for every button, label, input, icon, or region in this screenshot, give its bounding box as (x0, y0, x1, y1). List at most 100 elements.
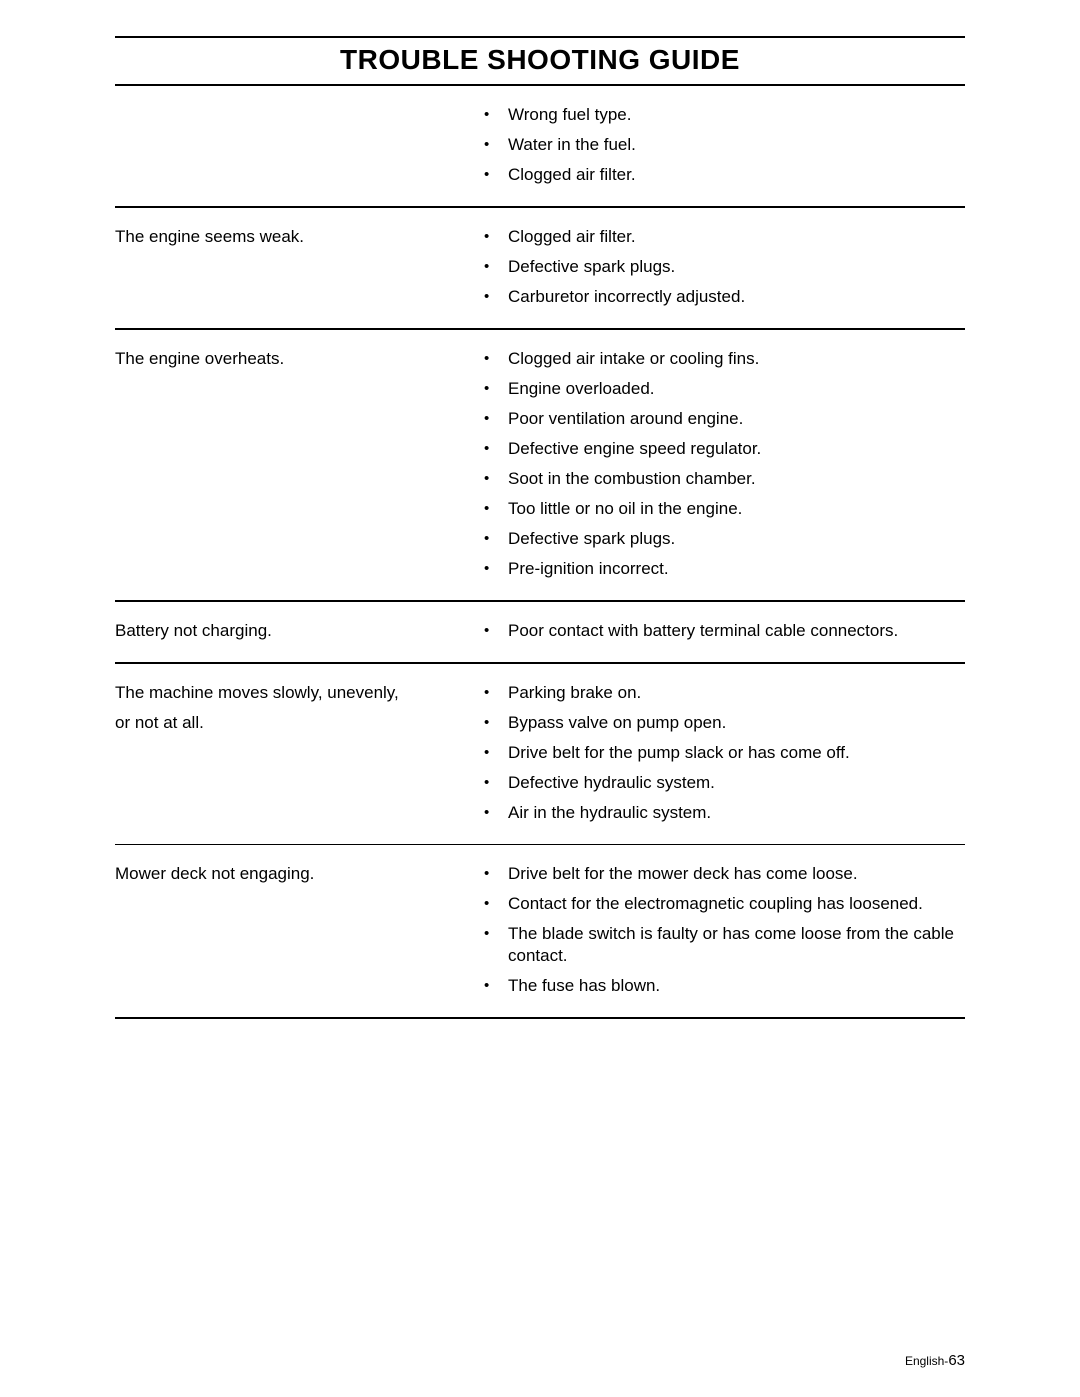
cause-text: Defective spark plugs. (508, 528, 965, 550)
problem-text: The engine overheats. (115, 344, 470, 374)
problem-text: The engine seems weak. (115, 222, 470, 252)
bullet-icon: • (480, 682, 508, 704)
bullet-icon: • (480, 772, 508, 794)
cause-text: Clogged air intake or cooling fins. (508, 348, 965, 370)
cause-item: •Clogged air intake or cooling fins. (480, 344, 965, 374)
table-row: Battery not charging. •Poor contact with … (115, 602, 965, 662)
problem-text: or not at all. (115, 708, 470, 738)
cause-item: •Defective spark plugs. (480, 524, 965, 554)
cause-text: Air in the hydraulic system. (508, 802, 965, 824)
problem-cell: The machine moves slowly, unevenly,or no… (115, 678, 480, 828)
cause-item: •Poor ventilation around engine. (480, 404, 965, 434)
causes-cell: •Drive belt for the mower deck has come … (480, 859, 965, 1001)
footer-label: English- (905, 1354, 948, 1368)
page-footer: English-63 (905, 1352, 965, 1369)
problem-text: Mower deck not engaging. (115, 859, 470, 889)
cause-text: Defective spark plugs. (508, 256, 965, 278)
bullet-icon: • (480, 378, 508, 400)
bullet-icon: • (480, 164, 508, 186)
cause-text: Clogged air filter. (508, 164, 965, 186)
bullet-icon: • (480, 923, 508, 945)
bullet-icon: • (480, 712, 508, 734)
cause-text: Parking brake on. (508, 682, 965, 704)
cause-text: Poor contact with battery terminal cable… (508, 620, 965, 642)
bullet-icon: • (480, 863, 508, 885)
cause-item: •Clogged air filter. (480, 222, 965, 252)
cause-item: •Bypass valve on pump open. (480, 708, 965, 738)
bullet-icon: • (480, 742, 508, 764)
cause-text: Clogged air filter. (508, 226, 965, 248)
bullet-icon: • (480, 286, 508, 308)
cause-item: •Clogged air filter. (480, 160, 965, 190)
cause-item: •Defective hydraulic system. (480, 768, 965, 798)
cause-text: Engine overloaded. (508, 378, 965, 400)
causes-cell: •Clogged air intake or cooling fins.•Eng… (480, 344, 965, 584)
cause-text: The fuse has blown. (508, 975, 965, 997)
cause-item: •Contact for the electromagnetic couplin… (480, 889, 965, 919)
cause-item: •Soot in the combustion chamber. (480, 464, 965, 494)
bullet-icon: • (480, 975, 508, 997)
causes-cell: •Wrong fuel type.•Water in the fuel.•Clo… (480, 100, 965, 190)
cause-item: •The fuse has blown. (480, 971, 965, 1001)
table-row: •Wrong fuel type.•Water in the fuel.•Clo… (115, 86, 965, 206)
bullet-icon: • (480, 226, 508, 248)
cause-item: •Water in the fuel. (480, 130, 965, 160)
causes-cell: •Parking brake on.•Bypass valve on pump … (480, 678, 965, 828)
cause-text: Wrong fuel type. (508, 104, 965, 126)
problem-text: Battery not charging. (115, 616, 470, 646)
causes-cell: •Clogged air filter.•Defective spark plu… (480, 222, 965, 312)
table-row: The engine seems weak.•Clogged air filte… (115, 208, 965, 328)
title-block: TROUBLE SHOOTING GUIDE (115, 36, 965, 86)
row-separator (115, 1017, 965, 1019)
table-row: The engine overheats.•Clogged air intake… (115, 330, 965, 600)
cause-item: •Drive belt for the mower deck has come … (480, 859, 965, 889)
bullet-icon: • (480, 528, 508, 550)
cause-item: •Too little or no oil in the engine. (480, 494, 965, 524)
cause-text: Drive belt for the pump slack or has com… (508, 742, 965, 764)
cause-text: Carburetor incorrectly adjusted. (508, 286, 965, 308)
bullet-icon: • (480, 256, 508, 278)
cause-item: •Air in the hydraulic system. (480, 798, 965, 828)
cause-text: The blade switch is faulty or has come l… (508, 923, 965, 967)
cause-text: Contact for the electromagnetic coupling… (508, 893, 965, 915)
cause-item: •Engine overloaded. (480, 374, 965, 404)
bullet-icon: • (480, 438, 508, 460)
cause-item: •The blade switch is faulty or has come … (480, 919, 965, 971)
problem-cell: Battery not charging. (115, 616, 480, 646)
table-row: The machine moves slowly, unevenly,or no… (115, 664, 965, 844)
cause-item: •Carburetor incorrectly adjusted. (480, 282, 965, 312)
bullet-icon: • (480, 802, 508, 824)
cause-text: Pre-ignition incorrect. (508, 558, 965, 580)
bullet-icon: • (480, 134, 508, 156)
cause-text: Bypass valve on pump open. (508, 712, 965, 734)
cause-item: •Drive belt for the pump slack or has co… (480, 738, 965, 768)
problem-text: The machine moves slowly, unevenly, (115, 678, 470, 708)
cause-item: •Defective spark plugs. (480, 252, 965, 282)
problem-cell: The engine seems weak. (115, 222, 480, 312)
problem-cell: Mower deck not engaging. (115, 859, 480, 1001)
bullet-icon: • (480, 408, 508, 430)
page-title: TROUBLE SHOOTING GUIDE (340, 44, 740, 75)
troubleshoot-table: •Wrong fuel type.•Water in the fuel.•Clo… (115, 86, 965, 1019)
cause-item: •Poor contact with battery terminal cabl… (480, 616, 965, 646)
cause-text: Defective hydraulic system. (508, 772, 965, 794)
bullet-icon: • (480, 558, 508, 580)
bullet-icon: • (480, 620, 508, 642)
bullet-icon: • (480, 893, 508, 915)
cause-text: Defective engine speed regulator. (508, 438, 965, 460)
page: TROUBLE SHOOTING GUIDE •Wrong fuel type.… (0, 0, 1080, 1397)
bullet-icon: • (480, 104, 508, 126)
cause-text: Too little or no oil in the engine. (508, 498, 965, 520)
problem-cell (115, 100, 480, 190)
cause-text: Drive belt for the mower deck has come l… (508, 863, 965, 885)
cause-item: •Parking brake on. (480, 678, 965, 708)
footer-page-number: 63 (948, 1352, 965, 1369)
table-row: Mower deck not engaging.•Drive belt for … (115, 845, 965, 1017)
cause-text: Poor ventilation around engine. (508, 408, 965, 430)
cause-text: Soot in the combustion chamber. (508, 468, 965, 490)
bullet-icon: • (480, 498, 508, 520)
cause-item: •Pre-ignition incorrect. (480, 554, 965, 584)
bullet-icon: • (480, 348, 508, 370)
bullet-icon: • (480, 468, 508, 490)
problem-cell: The engine overheats. (115, 344, 480, 584)
